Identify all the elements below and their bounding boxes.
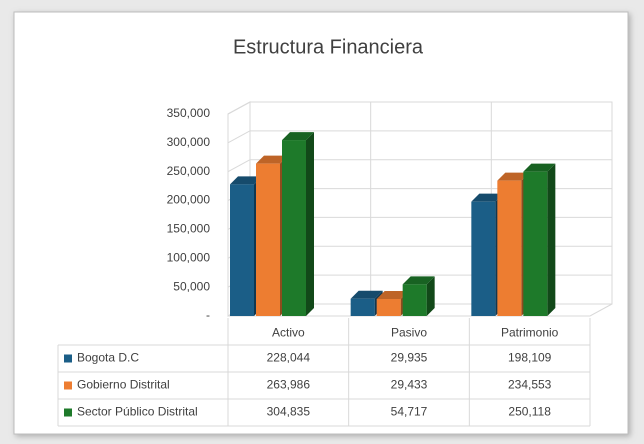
bar-front <box>497 180 522 316</box>
y-tick-label: 100,000 <box>167 250 211 264</box>
legend-swatch <box>64 408 72 417</box>
legend-swatch <box>64 381 72 390</box>
legend-label: Bogota D.C <box>77 351 139 365</box>
y-tick-label: 250,000 <box>167 164 211 178</box>
data-label: 304,835 <box>267 405 311 419</box>
bar-top <box>282 132 314 141</box>
bar <box>523 163 556 316</box>
data-label: 228,044 <box>267 351 311 365</box>
bar-front <box>282 140 306 316</box>
grid-line-side <box>227 159 251 173</box>
bar-front <box>471 201 496 316</box>
bar-top <box>376 291 409 300</box>
bar-top <box>350 290 383 299</box>
x-tick-label: Patrimonio <box>501 326 559 340</box>
grid-line-side <box>227 101 251 115</box>
bar-front <box>230 184 254 316</box>
legend-label: Gobierno Distrital <box>77 378 170 392</box>
bar-front <box>256 163 280 316</box>
x-tick-label: Pasivo <box>391 326 427 340</box>
bar-side <box>547 163 556 316</box>
y-tick-label: 350,000 <box>167 106 211 120</box>
y-tick-label: 50,000 <box>173 279 210 293</box>
data-label: 263,986 <box>267 378 311 392</box>
data-label: 29,433 <box>391 378 428 392</box>
x-tick-label: Activo <box>272 326 305 340</box>
data-label: 250,118 <box>508 405 551 419</box>
bar-top <box>256 155 288 164</box>
legend-swatch <box>64 354 72 363</box>
data-label: 234,553 <box>508 378 552 392</box>
grid-line-side <box>227 130 251 144</box>
bar <box>282 132 314 316</box>
data-label: 198,109 <box>508 351 552 365</box>
bar-front <box>350 298 375 316</box>
chart-title: Estructura Financiera <box>233 36 424 58</box>
bar-top <box>230 176 262 185</box>
bar-top <box>471 193 504 202</box>
bar-top <box>402 276 435 285</box>
bar-side <box>306 132 314 316</box>
y-tick-label: 150,000 <box>167 222 211 236</box>
y-tick-label: 300,000 <box>167 135 211 149</box>
data-label: 54,717 <box>391 405 428 419</box>
bar-front <box>402 284 427 316</box>
y-tick-label: - <box>206 308 210 322</box>
bar <box>402 276 435 316</box>
bar-side <box>426 276 435 316</box>
bar-top <box>523 163 556 172</box>
data-label: 29,935 <box>391 351 428 365</box>
bar-front <box>523 171 548 316</box>
bar-top <box>497 172 530 181</box>
legend-label: Sector Público Distrital <box>77 405 198 419</box>
y-tick-label: 200,000 <box>167 193 211 207</box>
bar-front <box>376 299 401 316</box>
